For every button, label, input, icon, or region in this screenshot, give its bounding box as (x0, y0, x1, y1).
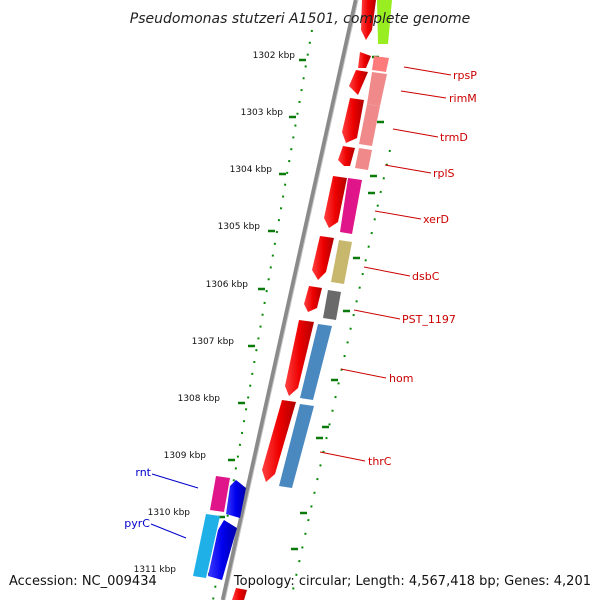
left-strand (193, 476, 246, 580)
kbp-label: 1307 kbp (192, 337, 235, 347)
gene-feature[interactable] (285, 320, 314, 396)
gene-feature[interactable] (377, 0, 392, 44)
cds-strand (232, 52, 371, 600)
genome-backbone (220, 0, 359, 600)
inner-track-ticks (291, 55, 384, 551)
accession-text: Accession: NC_009434 (9, 574, 157, 589)
kbp-label: 1309 kbp (164, 451, 207, 461)
gene-label-rnt: rnt (135, 466, 151, 479)
kbp-label: 1308 kbp (178, 394, 221, 404)
gene-hom-feature[interactable] (300, 324, 332, 400)
gene-rplS-feature[interactable] (355, 148, 372, 170)
callout-lines-left (150, 473, 199, 539)
kbp-scale: 1302 kbp 1303 kbp 1304 kbp 1305 kbp 1306… (134, 51, 306, 576)
gene-rnt-feature[interactable] (210, 476, 230, 512)
gene-trmD-feature[interactable] (359, 104, 380, 146)
gene-label-PST_1197: PST_1197 (402, 313, 456, 326)
named-features (279, 56, 389, 488)
gene-dsbC-feature[interactable] (331, 240, 352, 284)
kbp-label: 1302 kbp (253, 51, 296, 61)
gene-pyrC-feature[interactable] (193, 514, 220, 578)
genome-backbone-highlight (224, 0, 359, 600)
gene-label-rpsP: rpsP (453, 69, 477, 82)
gene-rimM-feature[interactable] (367, 72, 387, 106)
gene-label-trmD: trmD (440, 131, 468, 144)
topology-text: Topology: circular; Length: 4,567,418 bp… (233, 574, 591, 589)
gene-feature[interactable] (262, 400, 296, 482)
gene-feature[interactable] (361, 0, 376, 40)
gene-label-pyrC: pyrC (124, 517, 150, 530)
kbp-label: 1305 kbp (218, 222, 261, 232)
gene-feature[interactable] (226, 480, 246, 518)
kbp-label: 1310 kbp (148, 508, 191, 518)
gene-label-hom: hom (389, 372, 413, 385)
gene-label-rimM: rimM (449, 92, 477, 105)
map-title: Pseudomonas stutzeri A1501, complete gen… (130, 11, 470, 27)
gene-rpsP-feature[interactable] (372, 56, 389, 72)
gene-xerD-feature[interactable] (340, 178, 362, 234)
gene-label-xerD: xerD (423, 213, 449, 226)
gene-feature[interactable] (349, 70, 368, 95)
kbp-label: 1311 kbp (134, 565, 177, 575)
kbp-label: 1306 kbp (206, 280, 249, 290)
gene-thrC-feature[interactable] (279, 404, 314, 488)
outer-dotted-track (212, 29, 313, 600)
gene-feature[interactable] (304, 286, 322, 312)
gene-feature[interactable] (232, 588, 247, 600)
gene-feature[interactable] (312, 236, 334, 280)
kbp-label: 1303 kbp (241, 108, 284, 118)
inner-dotted-track (292, 149, 391, 591)
gene-feature[interactable] (208, 520, 237, 580)
gene-label-dsbC: dsbC (412, 270, 440, 283)
gene-feature[interactable] (338, 146, 355, 166)
gene-feature[interactable] (324, 176, 347, 228)
gene-PST_1197-feature[interactable] (323, 290, 341, 320)
callout-lines (319, 66, 452, 462)
gene-label-thrC: thrC (368, 455, 392, 468)
gene-label-rplS: rplS (433, 167, 455, 180)
gene-feature[interactable] (342, 98, 364, 143)
kbp-label: 1304 kbp (230, 165, 273, 175)
gene-feature[interactable] (358, 52, 371, 68)
